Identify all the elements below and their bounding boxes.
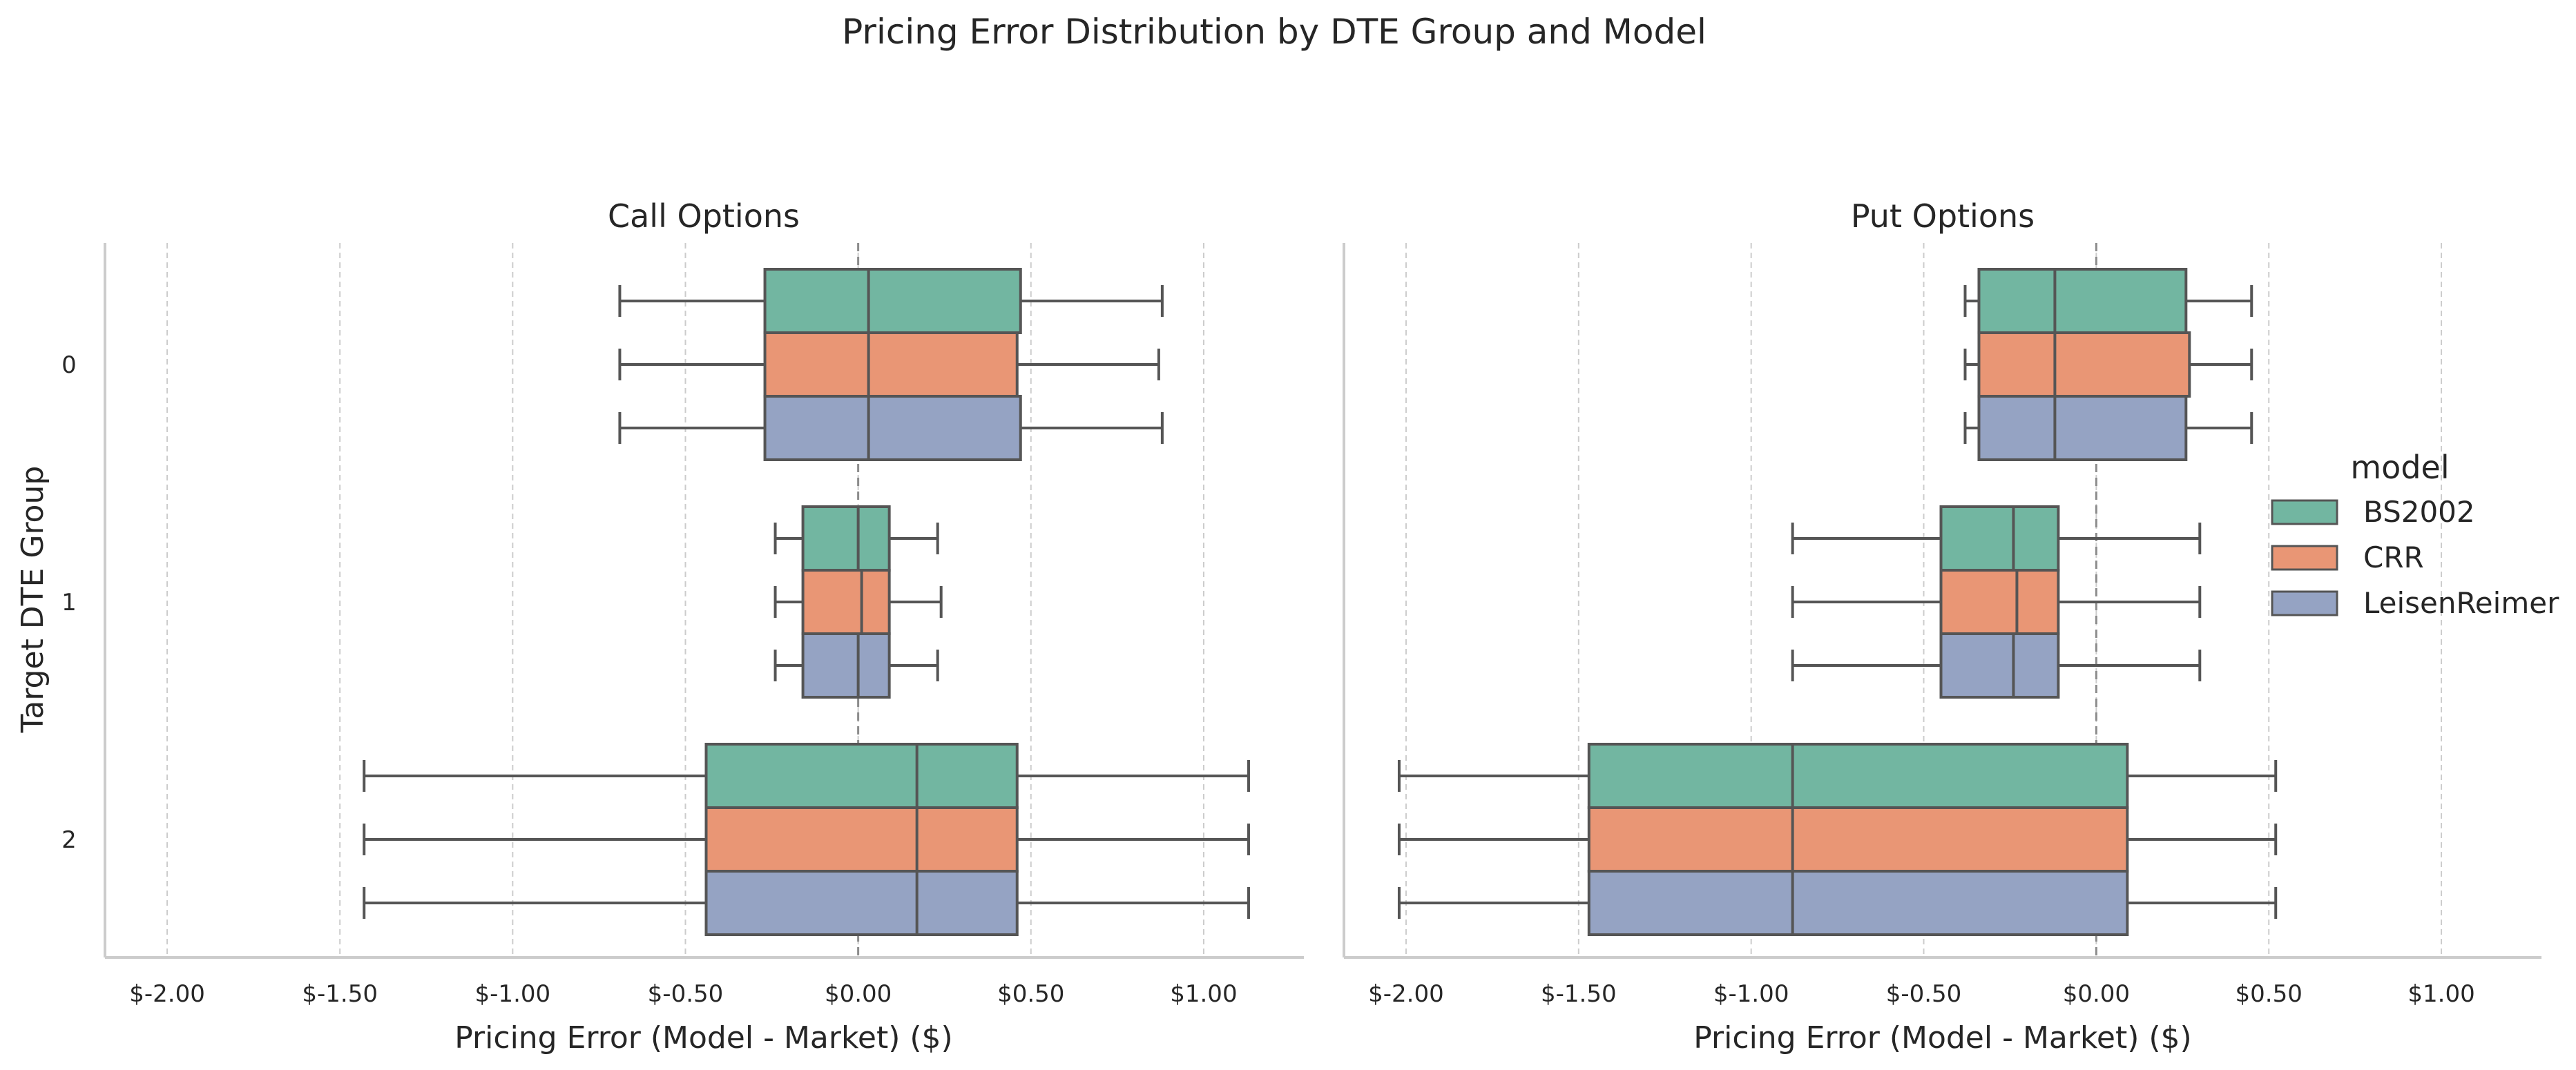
- box-bs2002-dte-2: [1587, 743, 2129, 809]
- y-tick-label: 1: [61, 589, 77, 616]
- x-tick-label: $-2.00: [129, 980, 205, 1008]
- axis-spines: [1343, 243, 2541, 959]
- panel-title-put: Put Options: [1851, 197, 2035, 235]
- panel-put-options: Put Options Pricing Error (Model - Marke…: [1343, 197, 2541, 1056]
- box-leisenreimer-dte-0: [1977, 395, 2188, 461]
- x-tick-label: $0.00: [2063, 980, 2130, 1008]
- legend: model BS2002 CRR LeisenReimer: [2271, 449, 2559, 620]
- y-tick-label: 0: [61, 351, 77, 379]
- box-crr-dte-1: [1939, 569, 2060, 635]
- legend-swatch-crr: [2271, 545, 2338, 571]
- x-axis-label-call: Pricing Error (Model - Market) ($): [454, 1020, 952, 1056]
- boxplot-boxes: [1397, 268, 2278, 936]
- x-tick-labels: $-2.00 $-1.50 $-1.00 $-0.50 $0.00 $0.50 $1.00: [1368, 980, 2475, 1008]
- box-bs2002-dte-1: [801, 505, 891, 572]
- x-tick-label: $-1.50: [1541, 980, 1617, 1008]
- axis-spines: [104, 243, 1304, 959]
- x-tick-label: $-1.00: [475, 980, 551, 1008]
- box-leisenreimer-dte-0: [763, 395, 1022, 461]
- x-tick-label: $0.50: [997, 980, 1064, 1008]
- boxplot-boxes: [363, 268, 1250, 936]
- x-tick-label: $0.00: [825, 980, 892, 1008]
- legend-label-leisenreimer: LeisenReimer: [2363, 586, 2559, 620]
- box-crr-dte-2: [704, 806, 1019, 873]
- box-crr-dte-1: [801, 569, 891, 635]
- box-bs2002-dte-0: [763, 268, 1022, 334]
- box-crr-dte-0: [1977, 331, 2191, 398]
- x-tick-label: $1.00: [2407, 980, 2474, 1008]
- box-bs2002-dte-2: [704, 743, 1019, 809]
- box-crr-dte-2: [1587, 806, 2129, 873]
- x-tick-labels: $-2.00 $-1.50 $-1.00 $-0.50 $0.00 $0.50 $1.00: [129, 980, 1237, 1008]
- panel-call-options: Call Options Target DTE Group Pricing Er…: [15, 197, 1304, 1056]
- box-leisenreimer-dte-2: [1587, 870, 2129, 936]
- x-tick-label: $-1.50: [302, 980, 378, 1008]
- box-crr-dte-0: [763, 331, 1019, 398]
- x-tick-label: $-0.50: [648, 980, 724, 1008]
- legend-items: BS2002 CRR LeisenReimer: [2271, 495, 2559, 620]
- box-bs2002-dte-1: [1939, 505, 2060, 572]
- x-tick-label: $-0.50: [1886, 980, 1962, 1008]
- box-leisenreimer-dte-2: [704, 870, 1019, 936]
- figure-title: Pricing Error Distribution by DTE Group …: [842, 12, 1707, 52]
- x-tick-label: $0.50: [2236, 980, 2303, 1008]
- x-axis-label-put: Pricing Error (Model - Market) ($): [1693, 1020, 2191, 1056]
- x-tick-label: $-2.00: [1368, 980, 1444, 1008]
- y-tick-labels: 0 1 2: [61, 351, 77, 854]
- legend-title: model: [2350, 449, 2449, 486]
- legend-label-crr: CRR: [2363, 541, 2424, 574]
- legend-label-bs2002: BS2002: [2363, 495, 2475, 529]
- box-leisenreimer-dte-1: [801, 632, 891, 699]
- panel-title-call: Call Options: [608, 197, 800, 235]
- legend-swatch-bs2002: [2271, 499, 2338, 525]
- y-axis-label: Target DTE Group: [15, 466, 50, 734]
- box-bs2002-dte-0: [1977, 268, 2188, 334]
- box-leisenreimer-dte-1: [1939, 632, 2060, 699]
- y-tick-label: 2: [61, 826, 77, 854]
- x-tick-label: $1.00: [1170, 980, 1237, 1008]
- legend-swatch-leisenreimer: [2271, 590, 2338, 616]
- x-tick-label: $-1.00: [1713, 980, 1789, 1008]
